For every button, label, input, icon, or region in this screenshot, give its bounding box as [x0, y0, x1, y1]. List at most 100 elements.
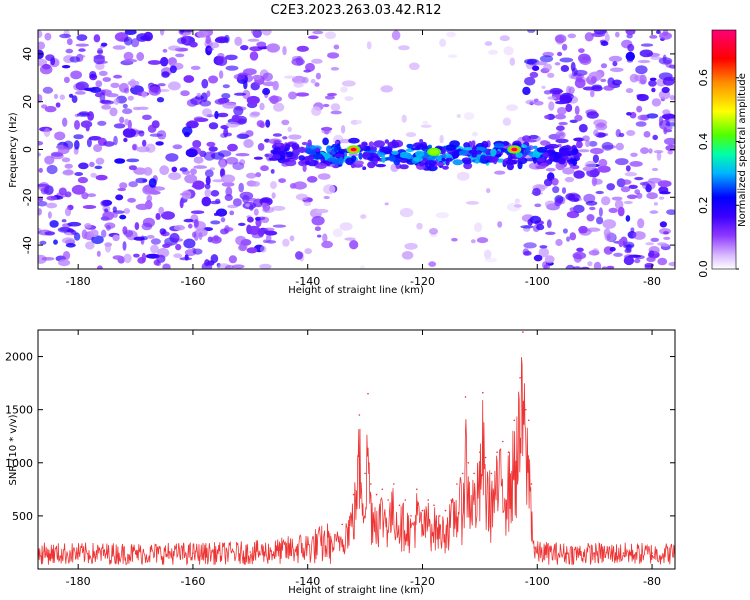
signal-blob: [391, 150, 399, 155]
noise-blob: [122, 103, 128, 109]
x-tick-label: -140: [295, 575, 320, 588]
noise-blob: [171, 166, 178, 173]
noise-blob: [401, 114, 407, 123]
noise-blob: [100, 199, 110, 207]
noise-blob: [327, 52, 340, 59]
noise-blob: [251, 233, 264, 239]
signal-blob: [406, 143, 412, 149]
y-tick-label: -40: [21, 236, 34, 254]
noise-blob: [408, 62, 420, 71]
noise-blob: [206, 90, 211, 97]
noise-blob: [420, 124, 432, 128]
signal-blob: [451, 150, 460, 159]
noise-blob: [89, 161, 95, 168]
noise-blob: [179, 192, 191, 196]
noise-blob: [214, 37, 229, 44]
noise-blob: [323, 195, 330, 200]
noise-blob: [405, 132, 417, 138]
noise-blob: [207, 47, 214, 52]
noise-blob: [321, 240, 333, 249]
noise-blob: [554, 113, 567, 120]
noise-blob: [645, 184, 652, 193]
noise-blob: [253, 156, 263, 160]
noise-blob: [221, 181, 235, 187]
signal-blob: [284, 143, 291, 149]
noise-blob: [398, 45, 410, 51]
noise-blob: [150, 244, 159, 254]
noise-blob: [204, 259, 210, 267]
noise-blob: [547, 96, 557, 100]
noise-blob: [597, 165, 611, 173]
noise-blob: [190, 97, 203, 105]
signal-blob: [540, 162, 548, 167]
noise-blob: [239, 241, 248, 251]
colorbar: 0.0 0.2 0.4 0.6 Normalized spectral amplitu…: [697, 29, 748, 278]
signal-blob: [354, 160, 364, 166]
noise-blob: [569, 207, 576, 212]
noise-blob: [585, 139, 591, 148]
noise-blob: [233, 73, 246, 80]
noise-blob: [175, 243, 182, 251]
noise-blob: [340, 125, 346, 134]
noise-blob: [93, 144, 103, 153]
noise-blob: [57, 226, 72, 233]
noise-blob: [593, 129, 599, 137]
noise-blob: [55, 102, 61, 108]
noise-blob: [662, 109, 671, 115]
noise-blob: [264, 230, 278, 236]
noise-blob: [593, 119, 608, 127]
noise-blob: [541, 85, 546, 89]
noise-blob: [38, 41, 46, 50]
noise-blob: [91, 235, 104, 245]
noise-blob: [637, 114, 648, 121]
signal-blob: [558, 150, 569, 157]
noise-blob: [669, 95, 675, 101]
noise-blob: [126, 158, 140, 163]
signal-blob: [461, 157, 472, 163]
noise-blob: [38, 141, 44, 146]
colorbar-tick-label: 0.4: [697, 133, 710, 151]
snr-data-point: [444, 509, 447, 512]
noise-blob: [122, 127, 136, 138]
noise-blob: [235, 153, 250, 157]
noise-blob: [201, 78, 209, 89]
noise-blob: [666, 126, 673, 130]
noise-blob: [635, 121, 647, 127]
noise-blob: [270, 169, 275, 174]
signal-blob: [441, 157, 446, 162]
noise-blob: [122, 108, 133, 115]
noise-blob: [208, 146, 218, 152]
noise-blob: [74, 120, 80, 130]
signal-blob: [303, 155, 315, 161]
noise-blob: [192, 140, 202, 148]
noise-blob: [659, 32, 672, 40]
noise-blob: [164, 242, 173, 247]
noise-blob: [626, 194, 638, 200]
y-tick-label: 1000: [5, 457, 33, 470]
noise-blob: [554, 34, 567, 44]
noise-blob: [198, 232, 203, 241]
noise-blob: [38, 200, 48, 207]
noise-blob: [247, 216, 254, 223]
noise-blob: [564, 176, 575, 183]
noise-blob: [93, 54, 106, 60]
noise-blob: [89, 71, 97, 79]
noise-blob: [102, 77, 112, 82]
noise-blob: [506, 104, 518, 111]
noise-blob: [84, 223, 92, 229]
noise-blob: [95, 80, 103, 88]
signal-blob: [272, 154, 281, 160]
noise-blob: [648, 250, 655, 258]
noise-blob: [210, 190, 220, 197]
noise-blob: [524, 76, 536, 86]
noise-blob: [65, 243, 76, 248]
noise-blob: [651, 87, 656, 93]
snr-data-point: [375, 493, 378, 496]
noise-blob: [323, 126, 330, 135]
noise-blob: [649, 210, 659, 214]
noise-blob: [625, 165, 631, 172]
y-tick-label: 20: [21, 95, 34, 109]
noise-blob: [222, 84, 230, 89]
noise-blob: [578, 123, 588, 133]
noise-blob: [574, 114, 583, 122]
